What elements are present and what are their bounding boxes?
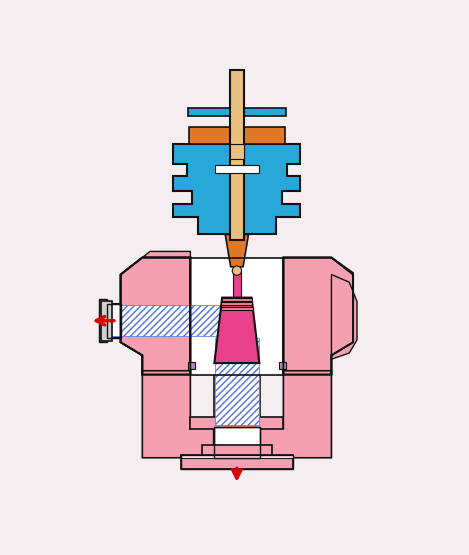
Polygon shape [189, 127, 285, 144]
Polygon shape [106, 305, 234, 336]
Polygon shape [283, 258, 353, 375]
Polygon shape [230, 144, 244, 159]
Polygon shape [231, 144, 243, 236]
Polygon shape [279, 361, 286, 369]
Polygon shape [105, 304, 235, 337]
Polygon shape [190, 417, 283, 428]
Polygon shape [233, 271, 241, 300]
Polygon shape [101, 301, 112, 341]
Polygon shape [215, 165, 258, 173]
Polygon shape [142, 251, 190, 267]
Polygon shape [215, 337, 258, 425]
Polygon shape [230, 70, 244, 240]
Polygon shape [142, 371, 213, 458]
Polygon shape [260, 371, 332, 458]
Polygon shape [181, 456, 293, 470]
Polygon shape [190, 258, 283, 375]
Polygon shape [213, 336, 260, 427]
Polygon shape [105, 258, 190, 375]
Polygon shape [220, 307, 253, 310]
Polygon shape [188, 361, 195, 369]
Polygon shape [174, 144, 301, 234]
Polygon shape [99, 299, 106, 342]
Polygon shape [188, 108, 286, 116]
Polygon shape [181, 456, 293, 458]
Polygon shape [222, 297, 251, 301]
Polygon shape [213, 427, 260, 456]
Polygon shape [214, 297, 259, 363]
Polygon shape [106, 305, 121, 336]
Polygon shape [121, 258, 190, 375]
Polygon shape [202, 446, 272, 458]
Polygon shape [332, 275, 357, 359]
Circle shape [232, 266, 242, 275]
Polygon shape [225, 234, 249, 267]
Polygon shape [221, 302, 252, 305]
